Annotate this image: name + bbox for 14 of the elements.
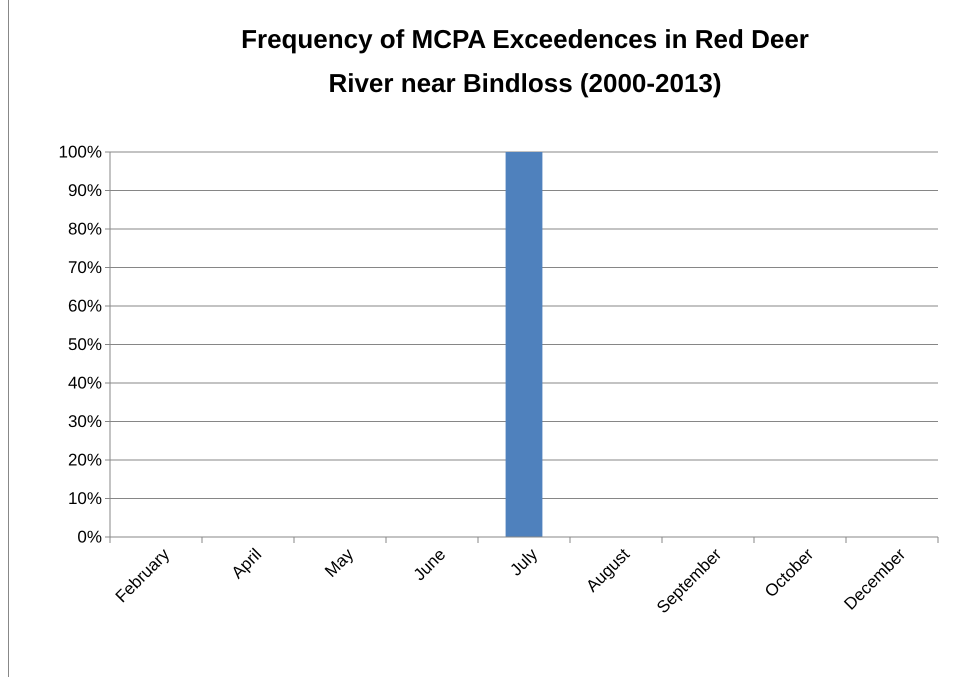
y-tick-label: 30%	[68, 412, 102, 431]
y-tick-label: 70%	[68, 258, 102, 277]
y-tick-label: 20%	[68, 450, 102, 470]
y-tick-label: 50%	[68, 334, 102, 354]
y-tick-label: 90%	[68, 180, 102, 200]
x-tick-label: July	[506, 544, 542, 580]
y-tick-label: 0%	[77, 527, 102, 546]
y-tick-label: 40%	[68, 373, 102, 392]
y-tick-label: 60%	[68, 296, 102, 316]
y-tick-label: 10%	[68, 488, 102, 508]
x-tick-label: May	[321, 544, 358, 581]
y-tick-label: 100%	[58, 142, 102, 162]
y-tick-label: 80%	[68, 219, 102, 238]
chart-title: Frequency of MCPA Exceedences in Red Deer River near Bindloss (2000-2013)	[241, 24, 809, 98]
